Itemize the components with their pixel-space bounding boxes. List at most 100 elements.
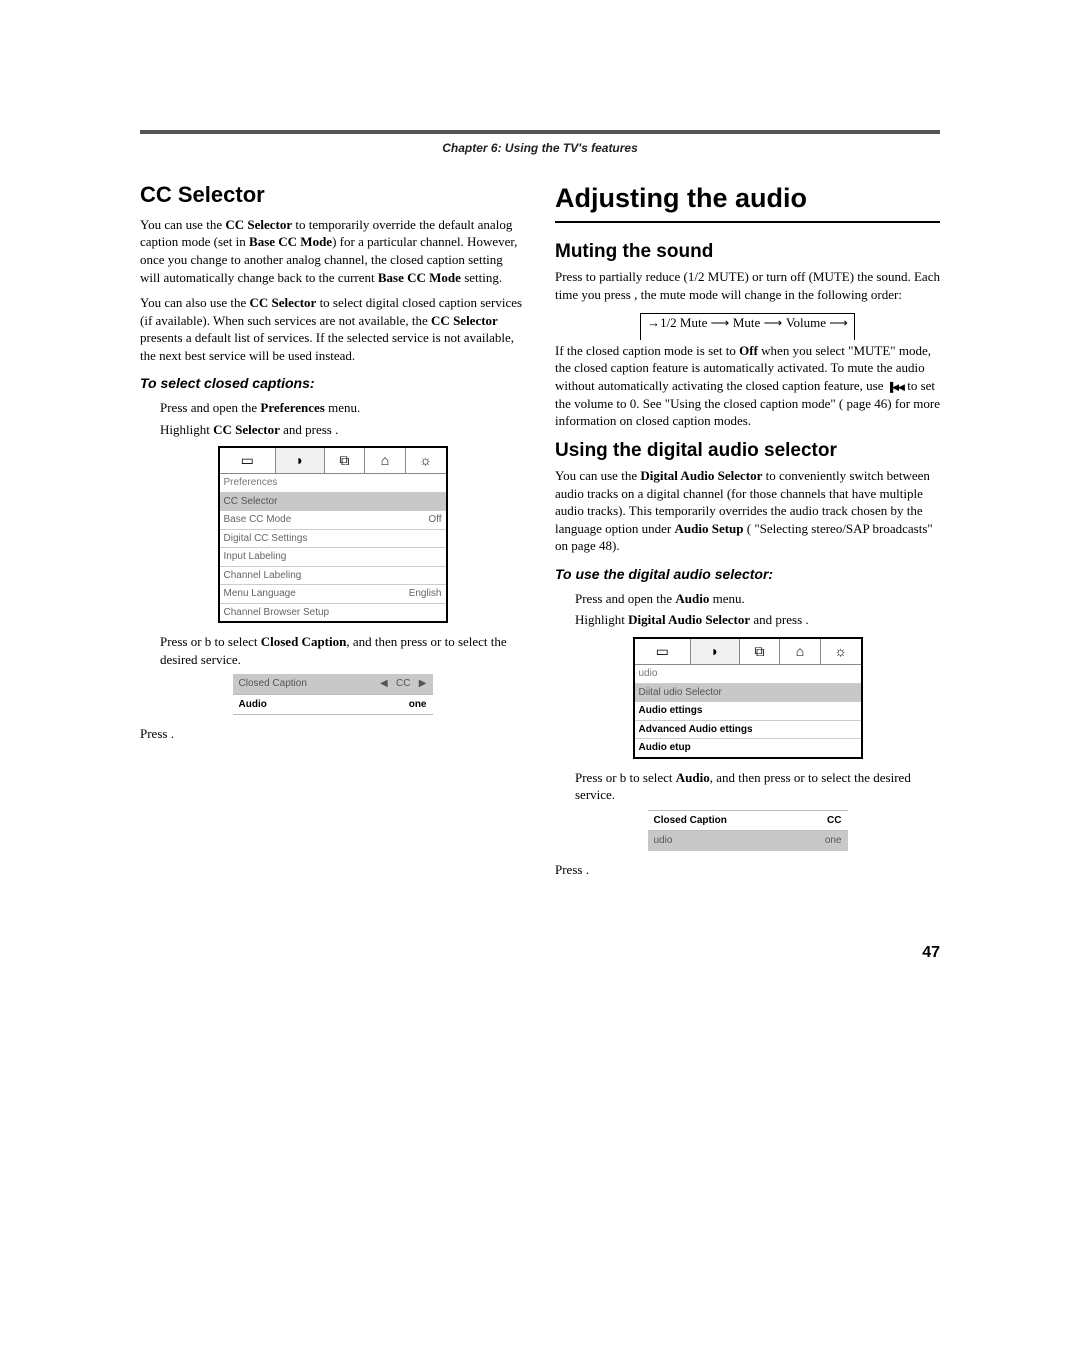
tab-icon: ☼ (406, 448, 446, 473)
tab-icon: ⧉ (325, 448, 366, 473)
cc-para-2: You can also use the CC Selector to sele… (140, 294, 525, 364)
text: Digital Audio Selector (628, 612, 750, 627)
text: Press (160, 400, 191, 415)
text: Base CC Mode (378, 270, 461, 285)
arrow-icon: → (647, 315, 660, 330)
text: , and then press (710, 770, 794, 785)
left-column: CC Selector You can use the CC Selector … (140, 180, 525, 882)
text: Press (555, 862, 586, 877)
step-2: Highlight CC Selector and press . (160, 421, 525, 439)
text: or b to select (191, 634, 261, 649)
snippet-row: udio one (648, 831, 848, 851)
text: or (430, 634, 444, 649)
text: Closed Caption (261, 634, 347, 649)
text: and press (280, 422, 335, 437)
text: . (805, 612, 808, 627)
text: setting. (461, 270, 502, 285)
text: . (335, 422, 338, 437)
step-4: Press . (140, 725, 525, 743)
text: Press (575, 770, 606, 785)
tab-icon: ◗ (691, 639, 740, 664)
menu-tabs: ▭ ◗ ⧉ ⌂ ☼ (635, 639, 861, 665)
arrow-icon: ⟶ (829, 315, 848, 330)
text: menu. (709, 591, 744, 606)
text: ( (744, 521, 752, 536)
text: CC Selector (250, 295, 317, 310)
tab-icon: ▭ (220, 448, 277, 473)
arrow-icon: ⟶ (764, 315, 786, 330)
tab-icon: ◗ (276, 448, 325, 473)
menu-row: Advanced Audio ettings (635, 720, 861, 739)
text: presents a default list of services. If … (140, 330, 514, 363)
menu-title: Preferences (220, 474, 446, 492)
mute-para-2: If the closed caption mode is set to Off… (555, 342, 940, 430)
tab-icon: ⧉ (740, 639, 781, 664)
menu-row: Audio etup (635, 738, 861, 757)
tab-icon: ⌂ (365, 448, 406, 473)
step-4r: Press . (555, 861, 940, 879)
step-1: Press and open the Preferences menu. (160, 399, 525, 417)
menu-row: Channel Labeling (220, 566, 446, 585)
text: 1/2 Mute (660, 315, 707, 330)
text: You can also use the (140, 295, 250, 310)
tab-icon: ▭ (635, 639, 692, 664)
text: Press (575, 591, 606, 606)
text: You can use the (555, 468, 640, 483)
digital-audio-para: You can use the Digital Audio Selector t… (555, 467, 940, 555)
text: and open the (606, 591, 676, 606)
arrow-right-icon: ▶ (419, 678, 427, 689)
snippet-row: Audio one (233, 694, 433, 716)
chapter-header: Chapter 6: Using the TV's features (140, 130, 940, 180)
text: Highlight (575, 612, 628, 627)
step-3r: Press or b to select Audio, and then pre… (575, 769, 940, 804)
text: . (171, 726, 174, 741)
text: CC (827, 814, 841, 828)
text: Closed Caption (654, 814, 727, 828)
text: , the mute mode will change in the follo… (634, 287, 902, 302)
text: , and then press (346, 634, 430, 649)
text: menu. (325, 400, 360, 415)
text: and open the (191, 400, 261, 415)
text: Volume (786, 315, 826, 330)
text: CC Selector (213, 422, 280, 437)
muting-heading: Muting the sound (555, 239, 940, 265)
menu-row: Audio ettings (635, 701, 861, 720)
digital-audio-heading: Using the digital audio selector (555, 438, 940, 464)
step-3: Press or b to select Closed Caption, and… (160, 633, 525, 668)
mute-para-1: Press to partially reduce (1/2 MUTE) or … (555, 268, 940, 303)
step-1r: Press and open the Audio menu. (575, 590, 940, 608)
text: or (794, 770, 808, 785)
cc-snippet: Closed Caption ◀ CC ▶ Audio one (233, 674, 433, 715)
cc-selector-heading: CC Selector (140, 180, 525, 210)
arrow-icon: ⟶ (711, 315, 733, 330)
step-2r: Highlight Digital Audio Selector and pre… (575, 611, 940, 629)
adjusting-audio-heading: Adjusting the audio (555, 180, 940, 222)
to-select-cc-heading: To select closed captions: (140, 374, 525, 393)
preferences-menu: ▭ ◗ ⧉ ⌂ ☼ Preferences CC SelectorBase CC… (218, 446, 448, 623)
text: Base CC Mode (249, 234, 332, 249)
text: Highlight (160, 422, 213, 437)
text: one (409, 698, 427, 712)
snippet-row: Closed Caption CC (648, 810, 848, 832)
page-number: 47 (140, 942, 940, 964)
text: CC Selector (431, 313, 498, 328)
menu-row: Diital udio Selector (635, 683, 861, 702)
text: udio (654, 834, 673, 848)
menu-title: udio (635, 665, 861, 683)
audio-snippet: Closed Caption CC udio one (648, 810, 848, 851)
menu-row: Menu LanguageEnglish (220, 584, 446, 603)
text: or b to select (606, 770, 676, 785)
text: Press (160, 634, 191, 649)
audio-menu: ▭ ◗ ⧉ ⌂ ☼ udio Diital udio SelectorAudio… (633, 637, 863, 759)
menu-row: Base CC ModeOff (220, 510, 446, 529)
text: Press (140, 726, 171, 741)
menu-row: Digital CC Settings (220, 529, 446, 548)
mute-flow-diagram: →1/2 Mute ⟶ Mute ⟶ Volume ⟶ (555, 313, 940, 332)
text: Closed Caption (239, 677, 307, 691)
text: CC (396, 678, 410, 689)
text: Audio (239, 698, 267, 712)
snippet-row: Closed Caption ◀ CC ▶ (233, 674, 433, 694)
text: Off (739, 343, 758, 358)
right-column: Adjusting the audio Muting the sound Pre… (555, 180, 940, 882)
text: Press (555, 269, 586, 284)
